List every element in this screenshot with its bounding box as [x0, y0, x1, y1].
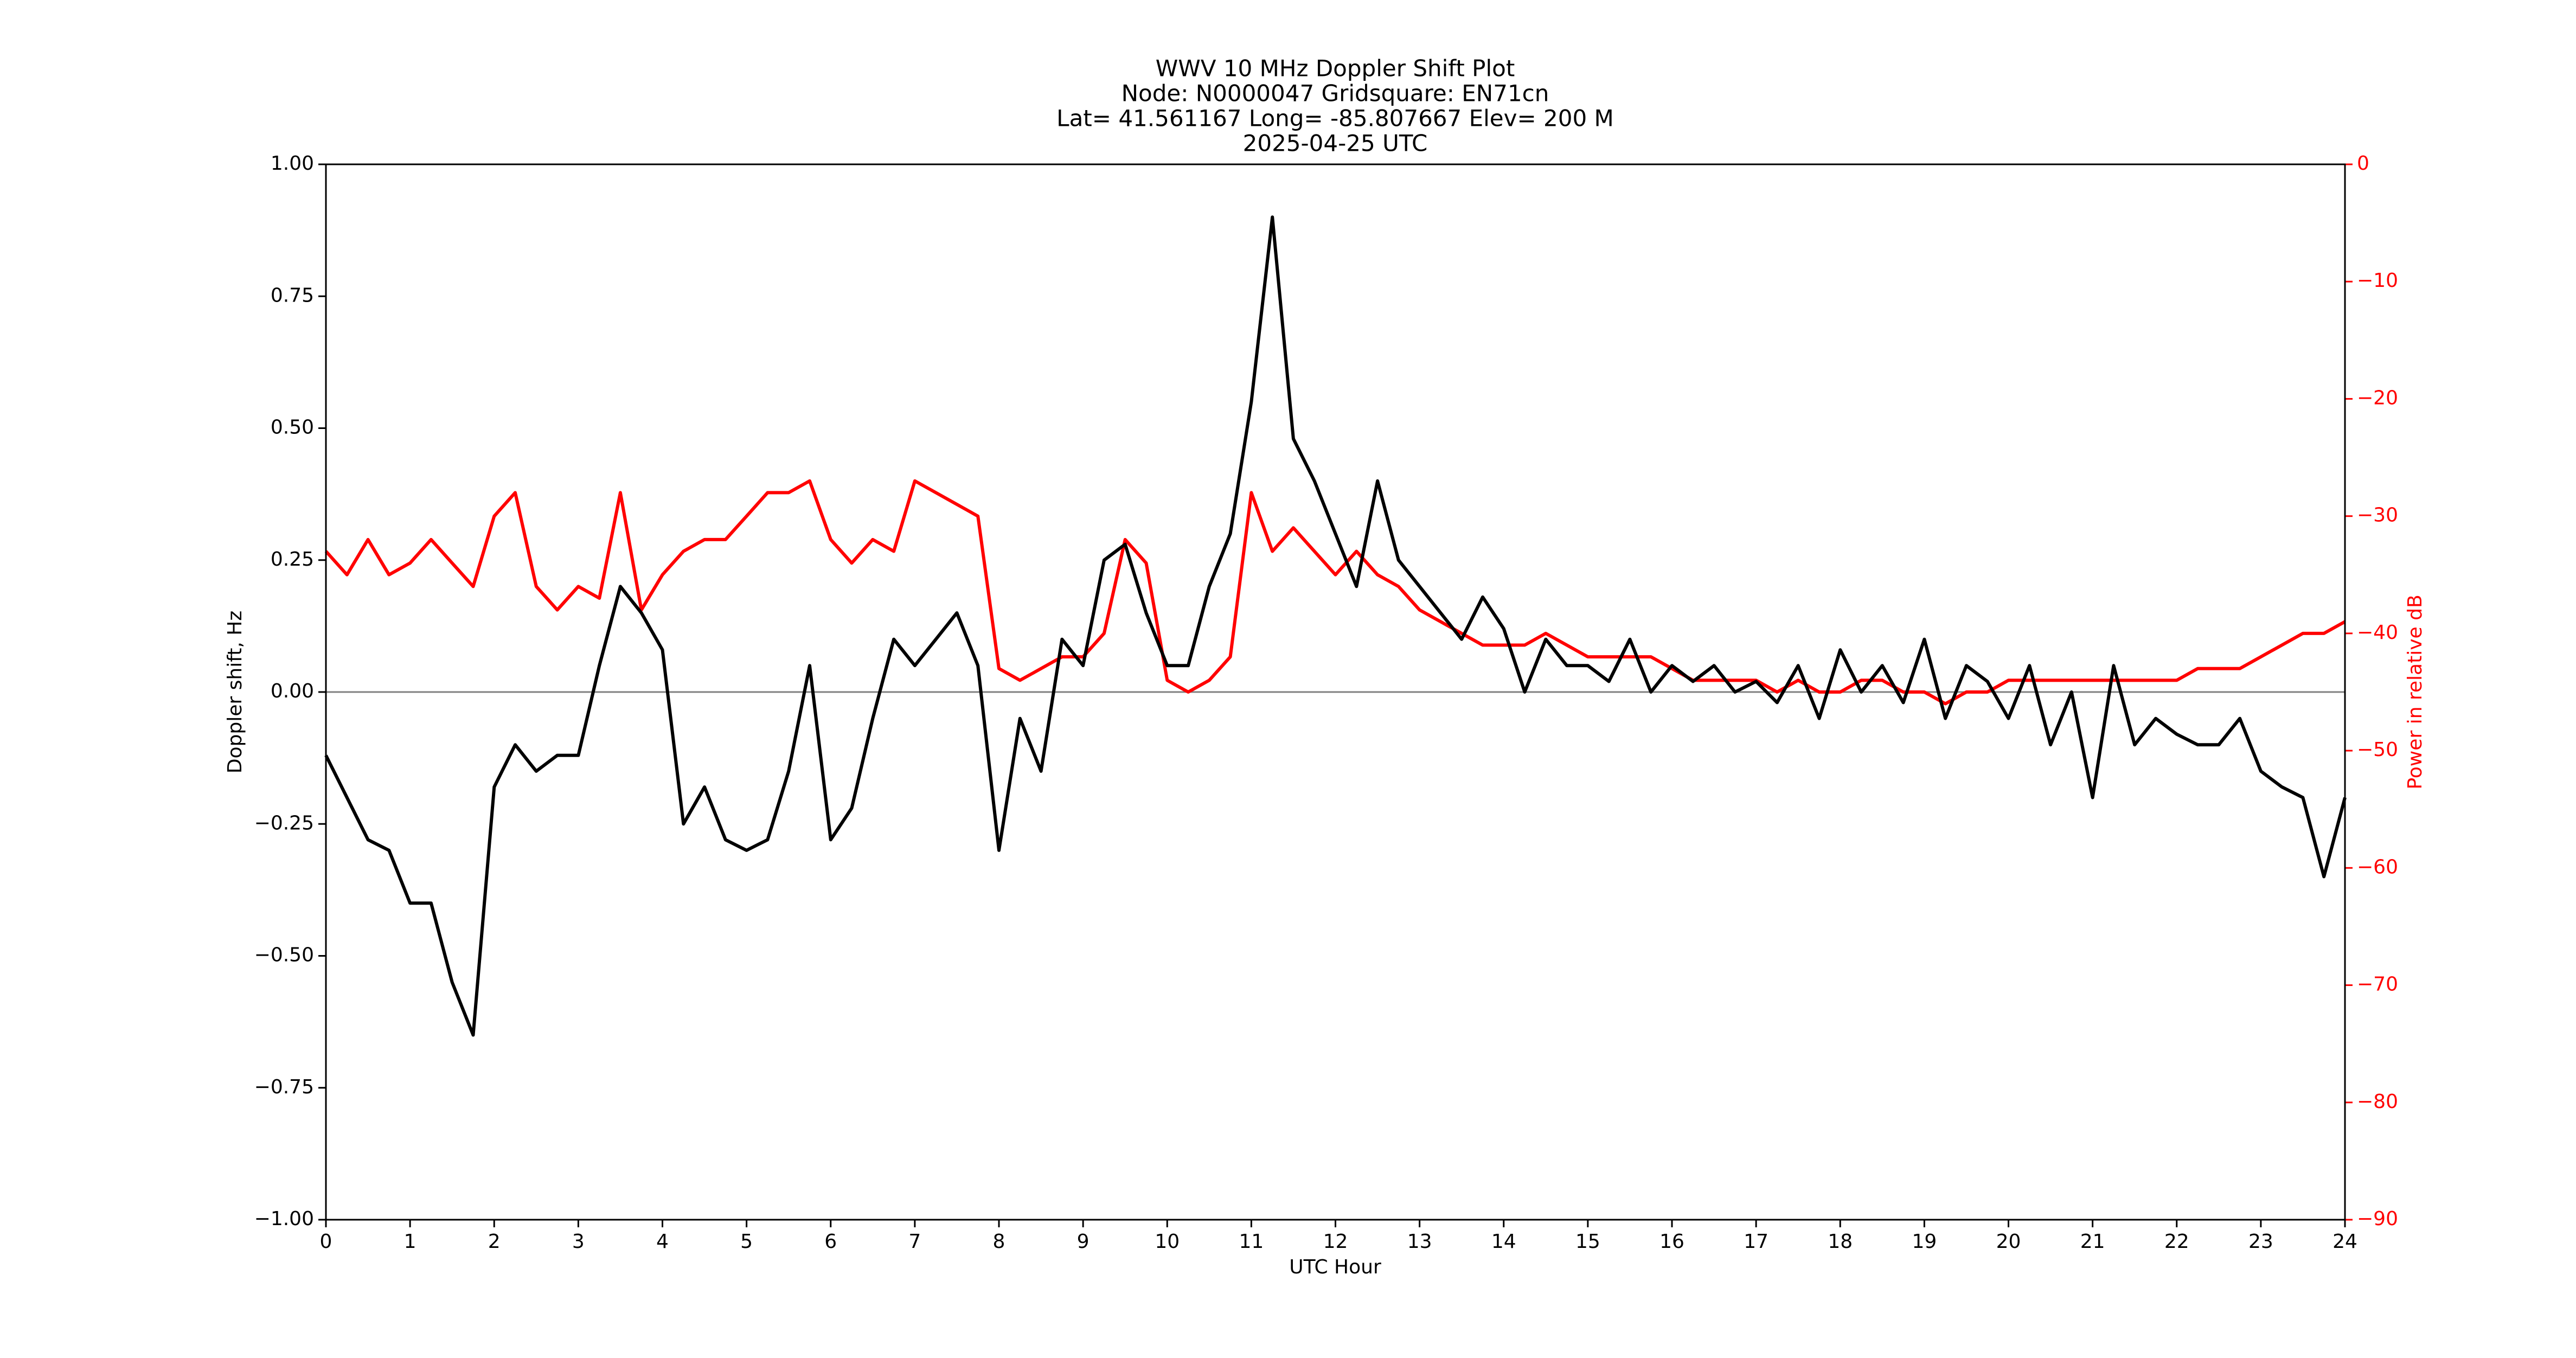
y-tick-label: 0.50 [271, 417, 314, 439]
x-tick-label: 0 [320, 1231, 332, 1253]
y2-tick-label: −90 [2357, 1208, 2398, 1230]
y2-tick-label: −50 [2357, 739, 2398, 761]
y2-tick-label: −10 [2357, 270, 2398, 292]
x-tick-label: 17 [1744, 1231, 1768, 1253]
x-tick-label: 8 [993, 1231, 1005, 1253]
x-tick-label: 11 [1239, 1231, 1264, 1253]
x-tick-label: 5 [740, 1231, 753, 1253]
y-tick-label: −1.00 [254, 1208, 314, 1230]
y-tick-label: 0.25 [271, 548, 314, 571]
x-axis-label: UTC Hour [1289, 1256, 1381, 1278]
y2-tick-label: −60 [2357, 856, 2398, 878]
chart-subtitle: 2025-04-25 UTC [1243, 130, 1428, 157]
y2-tick-label: −40 [2357, 622, 2398, 644]
x-tick-label: 4 [656, 1231, 669, 1253]
x-tick-label: 21 [2080, 1231, 2105, 1253]
x-tick-label: 3 [572, 1231, 585, 1253]
y2-tick-label: 0 [2357, 152, 2369, 175]
y-tick-label: −0.75 [254, 1076, 314, 1098]
y-tick-label: 0.75 [271, 284, 314, 306]
y2-tick-label: −30 [2357, 504, 2398, 527]
y-axis-label: Doppler shift, Hz [224, 611, 246, 773]
x-tick-label: 6 [824, 1231, 837, 1253]
x-tick-label: 2 [488, 1231, 501, 1253]
x-tick-label: 9 [1077, 1231, 1090, 1253]
series-line [324, 215, 2347, 1037]
x-tick-label: 12 [1323, 1231, 1348, 1253]
x-tick-label: 14 [1491, 1231, 1516, 1253]
chart-title: WWV 10 MHz Doppler Shift Plot [1156, 55, 1515, 82]
series-line [324, 479, 2346, 706]
y-tick-label: 1.00 [271, 152, 314, 175]
chart-subtitle: Node: N0000047 Gridsquare: EN71cn [1122, 80, 1549, 107]
x-tick-label: 20 [1996, 1231, 2021, 1253]
y-tick-label: 0.00 [271, 680, 314, 702]
x-tick-label: 24 [2333, 1231, 2357, 1253]
x-tick-label: 1 [404, 1231, 416, 1253]
y2-tick-label: −70 [2357, 973, 2398, 996]
x-tick-label: 19 [1912, 1231, 1937, 1253]
y2-tick-label: −80 [2357, 1091, 2398, 1113]
y-tick-label: −0.50 [254, 944, 314, 966]
x-tick-label: 13 [1407, 1231, 1432, 1253]
x-tick-label: 15 [1575, 1231, 1600, 1253]
y2-axis-label: Power in relative dB [2404, 594, 2426, 789]
x-tick-label: 18 [1828, 1231, 1853, 1253]
chart-subtitle: Lat= 41.561167 Long= -85.807667 Elev= 20… [1056, 105, 1614, 132]
x-tick-label: 23 [2248, 1231, 2273, 1253]
y-tick-label: −0.25 [254, 812, 314, 834]
x-tick-label: 22 [2164, 1231, 2189, 1253]
x-tick-label: 16 [1659, 1231, 1684, 1253]
x-tick-label: 10 [1155, 1231, 1180, 1253]
y2-tick-label: −20 [2357, 387, 2398, 409]
x-tick-label: 7 [908, 1231, 921, 1253]
plot-frame [325, 163, 2346, 1221]
